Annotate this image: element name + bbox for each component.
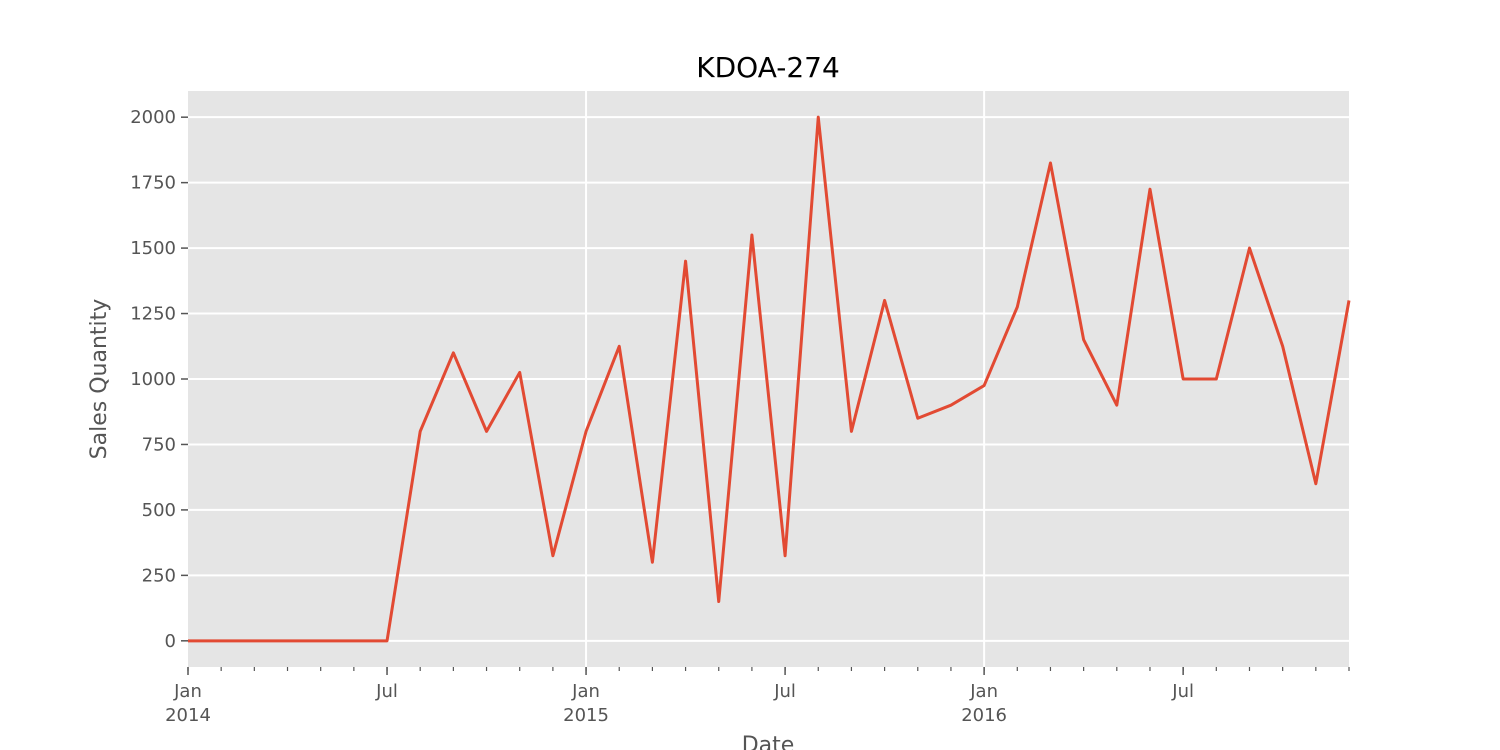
y-tick-label: 1000 [130, 369, 176, 390]
y-tick-label: 0 [165, 631, 176, 652]
x-tick-label: Jan [571, 681, 600, 702]
x-tick-year-label: 2014 [165, 705, 211, 726]
series-line [188, 115, 1351, 643]
x-tick-label: Jul [375, 681, 398, 702]
y-tick-label: 1500 [130, 238, 176, 259]
chart-title: KDOA-274 [696, 51, 840, 84]
x-axis-ticks: Jan 2014 Jul Jan 2015 Jul Jan 2016 Jul [165, 667, 1350, 726]
y-axis-label: Sales Quantity [87, 299, 112, 460]
y-tick-label: 750 [142, 434, 176, 455]
x-tick-label: Jan [969, 681, 998, 702]
x-tick-label: Jul [1171, 681, 1194, 702]
y-tick-label: 250 [142, 565, 176, 586]
y-tick-label: 2000 [130, 107, 176, 128]
y-axis-ticks: 0 250 500 750 1000 1250 1500 1750 2000 [130, 107, 188, 652]
x-tick-year-label: 2016 [961, 705, 1007, 726]
x-gridlines [585, 91, 986, 667]
y-tick-label: 500 [142, 500, 176, 521]
x-axis-label: Date [742, 733, 795, 750]
x-tick-year-label: 2015 [563, 705, 609, 726]
y-tick-label: 1750 [130, 173, 176, 194]
y-tick-label: 1250 [130, 304, 176, 325]
x-tick-label: Jul [773, 681, 796, 702]
x-tick-label: Jan [173, 681, 202, 702]
